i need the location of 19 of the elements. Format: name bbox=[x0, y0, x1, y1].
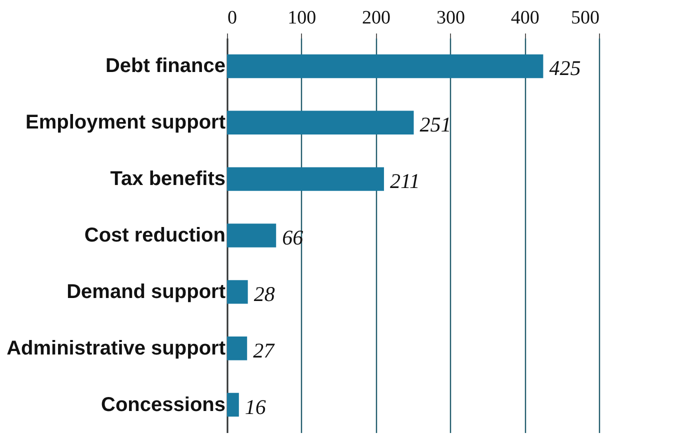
data-label: 28 bbox=[254, 282, 276, 306]
y-tick-label: Cost reduction bbox=[84, 224, 226, 246]
y-tick-label: Demand support bbox=[66, 280, 226, 303]
y-tick-label: Debt finance bbox=[105, 55, 226, 78]
data-label: 16 bbox=[244, 394, 266, 419]
data-label: 211 bbox=[390, 169, 420, 194]
y-tick-label: Employment support bbox=[25, 112, 226, 134]
data-label: 251 bbox=[420, 112, 452, 137]
x-tick-label: 500 bbox=[571, 8, 600, 28]
y-tick-label: Concessions bbox=[101, 394, 226, 416]
x-tick-label: 200 bbox=[362, 8, 391, 28]
data-label: 425 bbox=[549, 56, 581, 80]
data-label: 27 bbox=[253, 338, 276, 362]
y-tick-label: Tax benefits bbox=[110, 168, 226, 190]
x-tick-label: 0 bbox=[228, 8, 237, 28]
x-tick-label: 400 bbox=[510, 8, 540, 28]
x-tick-label: 300 bbox=[436, 8, 465, 28]
x-tick-label: 100 bbox=[288, 8, 316, 28]
y-tick-label: Administrative support bbox=[6, 337, 226, 360]
